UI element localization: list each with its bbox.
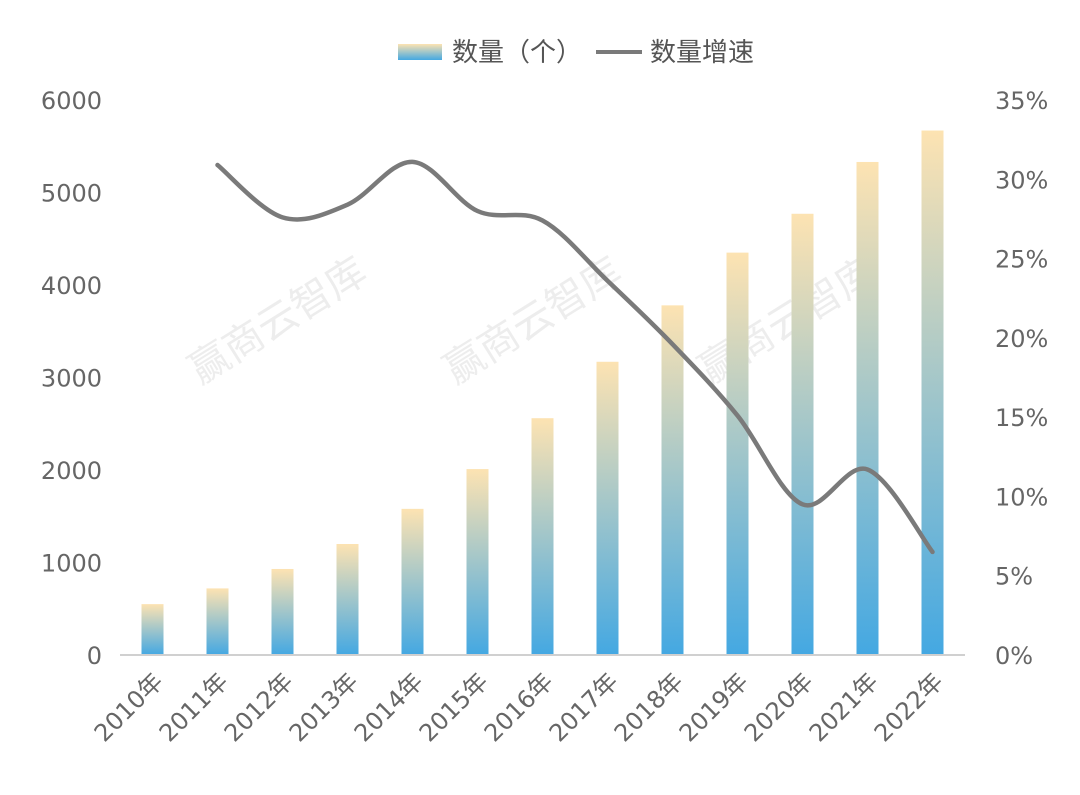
x-tick-label: 2019年 [674, 667, 754, 747]
bar [206, 588, 229, 655]
legend: 数量（个） 数量增速 [398, 38, 754, 68]
x-tick-label: 2020年 [739, 667, 819, 747]
x-axis-labels: 2010年2011年2012年2013年2014年2015年2016年2017年… [89, 667, 949, 747]
bar [401, 508, 424, 655]
bar [466, 469, 489, 655]
y-tick-label: 5000 [41, 180, 102, 208]
x-tick-label: 2017年 [544, 667, 624, 747]
y-tick-label: 2000 [41, 457, 102, 485]
x-tick-label: 2013年 [284, 667, 364, 747]
y2-tick-label: 25% [995, 246, 1048, 274]
y-tick-label: 3000 [41, 365, 102, 393]
y-axis-right: 0% 5% 10% 15% 20% 25% 30% 35% [995, 87, 1048, 670]
bar [141, 604, 164, 655]
growth-line [215, 159, 935, 555]
bar [856, 161, 879, 655]
x-tick-label: 2010年 [89, 667, 169, 747]
y-axis-left: 0 1000 2000 3000 4000 5000 6000 [41, 87, 102, 670]
y2-tick-label: 15% [995, 404, 1048, 432]
bar [726, 252, 749, 655]
watermark-text: 赢商云智库 [691, 248, 885, 393]
y-tick-label: 1000 [41, 550, 102, 578]
bar [921, 130, 944, 655]
x-tick-label: 2014年 [349, 667, 429, 747]
y2-tick-label: 0% [995, 642, 1033, 670]
y2-tick-label: 30% [995, 166, 1048, 194]
y2-tick-label: 5% [995, 563, 1033, 591]
x-tick-label: 2021年 [804, 667, 884, 747]
x-tick-label: 2018年 [609, 667, 689, 747]
watermark-text: 赢商云智库 [181, 248, 375, 393]
bar [531, 418, 554, 655]
bar [271, 568, 294, 655]
watermark-group: 赢商云智库 赢商云智库 赢商云智库 [181, 248, 885, 393]
bar [596, 361, 619, 655]
x-tick-label: 2015年 [414, 667, 494, 747]
legend-bar-label: 数量（个） [452, 38, 582, 68]
y2-tick-label: 35% [995, 87, 1048, 115]
bar [791, 213, 814, 655]
legend-bar-swatch [398, 44, 442, 60]
bar-series [141, 130, 944, 655]
y2-tick-label: 10% [995, 483, 1048, 511]
y-tick-label: 4000 [41, 272, 102, 300]
x-tick-label: 2012年 [219, 667, 299, 747]
legend-line-label: 数量增速 [650, 38, 754, 68]
bar [661, 305, 684, 655]
y-tick-label: 6000 [41, 87, 102, 115]
x-tick-label: 2011年 [154, 667, 234, 747]
y2-tick-label: 20% [995, 325, 1048, 353]
x-tick-label: 2022年 [869, 667, 949, 747]
x-tick-label: 2016年 [479, 667, 559, 747]
y-tick-label: 0 [87, 642, 102, 670]
bar [336, 544, 359, 655]
